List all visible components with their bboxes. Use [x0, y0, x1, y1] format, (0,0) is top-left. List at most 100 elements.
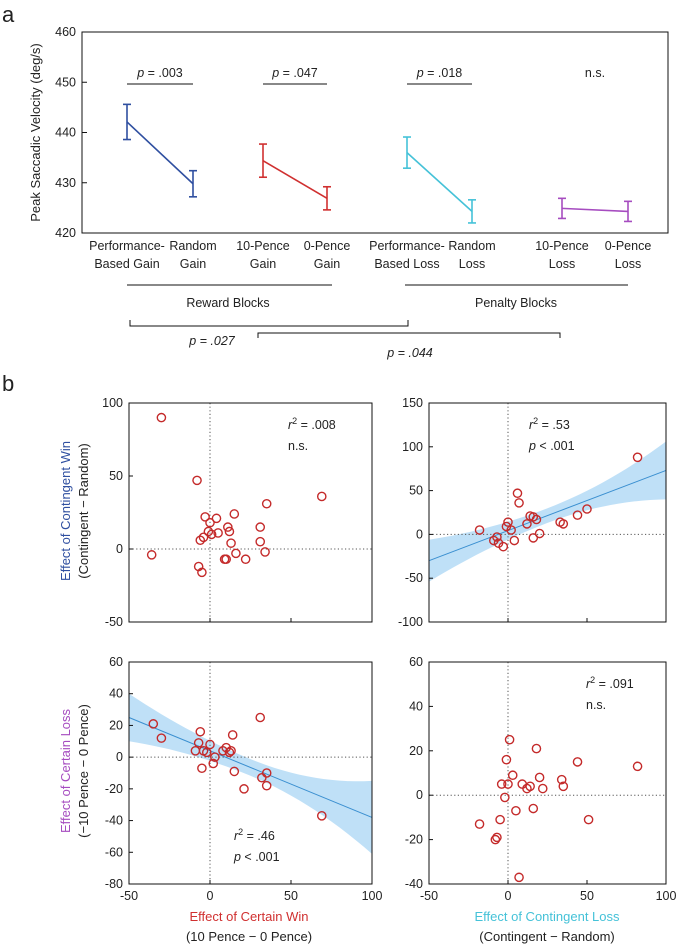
data-point: [528, 512, 539, 522]
category-label: Loss: [615, 257, 641, 271]
cross-comparison-p2: p = .044: [386, 346, 433, 360]
cross-comparison-p1: p = .027: [188, 334, 236, 348]
data-point: [506, 525, 516, 535]
data-point: [224, 526, 235, 537]
penalty-blocks-label: Penalty Blocks: [475, 296, 557, 310]
series-line-2: [262, 159, 328, 200]
y-tick-label: 420: [55, 226, 76, 240]
x-tick-label: -50: [420, 889, 438, 903]
y-tick-label: 60: [109, 655, 123, 669]
y-tick-label: 20: [109, 718, 123, 732]
category-label: 10-Pence: [236, 239, 290, 253]
data-point: [512, 488, 523, 499]
data-point: [474, 525, 485, 535]
data-point: [240, 554, 251, 565]
data-point: [203, 526, 214, 537]
y-tick-label: 450: [55, 75, 76, 89]
data-point: [504, 734, 515, 745]
y-tick-label: -50: [105, 615, 123, 629]
plot-frame: [428, 661, 667, 885]
scatter-contingent-win-vs-certain-win: -50 0 50 100 r2 = .008 n.s.: [102, 396, 373, 629]
data-point: [507, 770, 518, 781]
col2-xlabel-colored: Effect of Contingent Loss: [474, 909, 620, 924]
data-point: [632, 452, 643, 463]
data-point: [224, 747, 235, 758]
y-tick-label: -80: [105, 877, 123, 891]
cross-bracket-2: [257, 332, 561, 338]
category-label: 10-Pence: [535, 239, 589, 253]
data-point: [514, 872, 524, 883]
r-squared-label: r2 = .53: [529, 416, 570, 432]
data-point: [195, 535, 206, 546]
data-point: [534, 528, 545, 539]
data-point: [201, 747, 212, 758]
y-tick-label: -100: [398, 615, 423, 629]
y-tick-label: -40: [105, 814, 123, 828]
data-point: [260, 547, 270, 557]
significance-label: p = .003: [136, 66, 183, 80]
data-point: [514, 498, 524, 508]
row1-ylabel-sub: (Contingent − Random): [76, 443, 91, 579]
data-point: [537, 783, 548, 794]
data-point: [221, 742, 231, 753]
data-point: [205, 739, 215, 750]
confidence-band: [429, 441, 666, 582]
data-point: [197, 763, 207, 774]
x-tick-label: 50: [580, 889, 594, 903]
data-point: [498, 541, 509, 552]
data-point: [193, 738, 204, 748]
data-point: [156, 733, 167, 743]
x-tick-label: 100: [656, 889, 677, 903]
category-label: 0-Pence: [605, 239, 652, 253]
confidence-band: [129, 693, 372, 854]
data-point: [211, 513, 222, 524]
y-tick-label: 50: [109, 469, 123, 483]
row2-ylabel-colored: Effect of Certain Loss: [58, 708, 73, 833]
data-point: [229, 766, 240, 777]
y-tick-label: -20: [405, 833, 423, 847]
panel-a-letter: a: [2, 2, 15, 27]
data-point: [490, 834, 501, 845]
p-value-label: p < .001: [528, 439, 575, 453]
x-tick-label: 0: [207, 889, 214, 903]
x-tick-label: 50: [284, 889, 298, 903]
col1-xlabel-sub: (10 Pence − 0 Pence): [186, 929, 312, 944]
plot-frame: [128, 661, 373, 885]
category-label: Based Loss: [374, 257, 439, 271]
data-point: [146, 550, 157, 560]
data-point: [582, 504, 592, 514]
reward-blocks-label: Reward Blocks: [186, 296, 269, 310]
y-tick-label: -50: [405, 571, 423, 585]
plot-frame: [428, 402, 667, 623]
y-tick-label: 0: [416, 527, 423, 541]
data-point: [316, 811, 327, 821]
data-point: [261, 498, 272, 509]
y-tick-label: 0: [116, 750, 123, 764]
row2-ylabel-sub: (−10 Pence − 0 Pence): [76, 704, 91, 838]
data-point: [261, 768, 272, 778]
data-point: [226, 746, 236, 756]
row1-ylabel-colored: Effect of Contingent Win: [58, 441, 73, 581]
category-label: Loss: [459, 257, 485, 271]
data-point: [492, 832, 502, 843]
category-label: Random: [169, 239, 216, 253]
row1-ylabel: Effect of Contingent Win (Contingent − R…: [58, 441, 91, 581]
data-point: [255, 712, 266, 723]
data-point: [534, 772, 545, 783]
scatter-certain-loss-vs-contingent-loss: -40 -20 0 20 40 60 -50 0 50 100 r2 = .091 n.s.: [405, 655, 677, 903]
y-tick-label: 440: [55, 126, 76, 140]
category-label: Performance-: [89, 239, 165, 253]
data-point: [528, 533, 539, 543]
y-tick-label: 50: [409, 484, 423, 498]
y-tick-label: -60: [105, 845, 123, 859]
data-point: [206, 529, 217, 540]
data-point: [205, 517, 215, 528]
category-label: Based Gain: [94, 257, 159, 271]
data-point: [210, 752, 220, 762]
y-tick-label: 20: [409, 744, 423, 758]
data-point: [492, 532, 502, 542]
data-point: [229, 509, 240, 519]
plot-frame: [128, 402, 373, 623]
data-point: [495, 814, 505, 825]
data-point: [148, 719, 159, 729]
